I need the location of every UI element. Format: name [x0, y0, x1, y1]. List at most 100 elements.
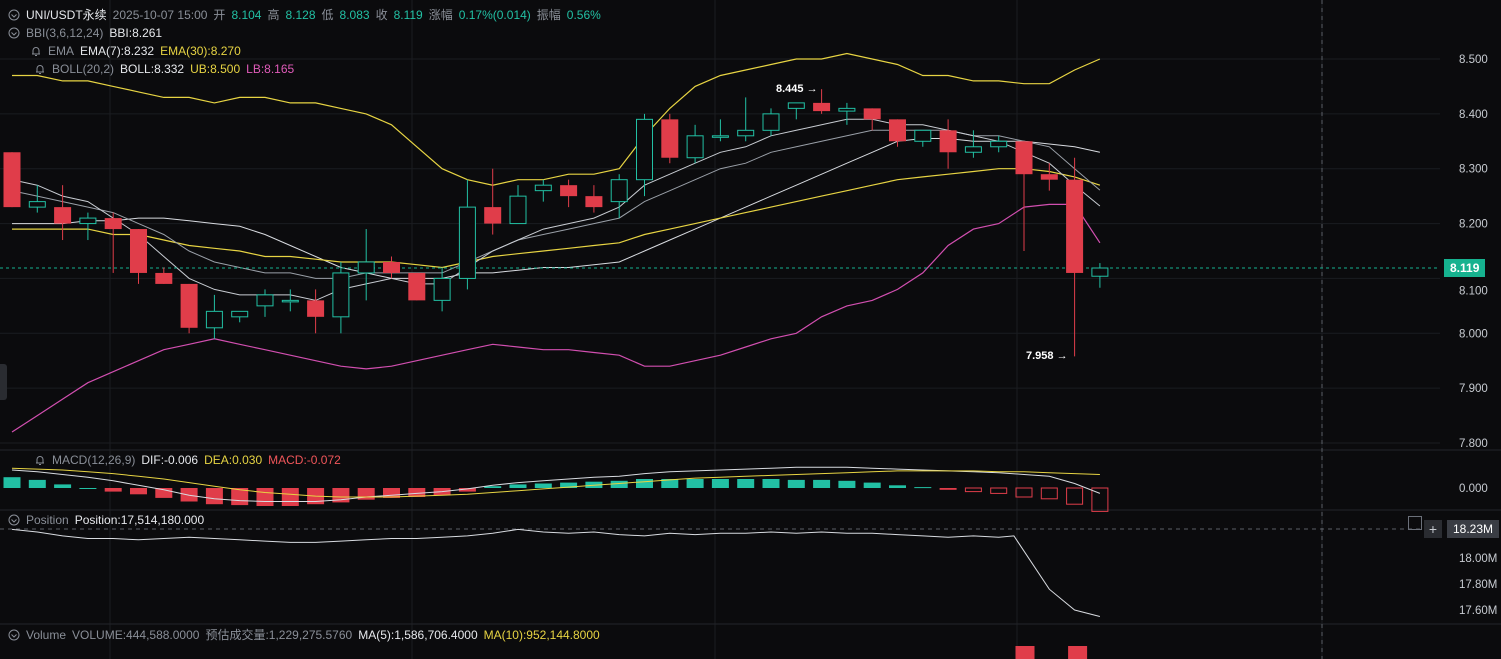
- candle-body: [914, 129, 932, 142]
- macd-hist-bar: [383, 488, 400, 498]
- close-value: 8.119: [393, 8, 423, 22]
- macd-dea-value: DEA:0.030: [204, 453, 263, 467]
- position-tick-label: 17.80M: [1459, 579, 1497, 591]
- candle-body: [711, 135, 729, 138]
- volume-estimate: 预估成交量:1,229,275.5760: [205, 628, 353, 642]
- price-tick-label: 8.500: [1459, 54, 1488, 66]
- macd-hist-bar: [3, 477, 21, 488]
- macd-hist-bar: [863, 482, 881, 488]
- candle-body: [433, 277, 451, 301]
- ema7-value: EMA(7):8.232: [80, 44, 155, 58]
- boll-lower-line: [11, 203, 1101, 433]
- macd-tick-label: 0.000: [1459, 483, 1488, 495]
- price-tick-label: 7.900: [1459, 383, 1488, 395]
- side-panel-handle[interactable]: [0, 364, 7, 400]
- candle-body: [357, 261, 375, 274]
- macd-hist-bar: [964, 487, 982, 493]
- candle-body: [661, 119, 679, 158]
- candle-body: [762, 113, 780, 131]
- candle-body: [231, 310, 249, 318]
- position-legend: Position Position:17,514,180.000: [8, 513, 204, 527]
- bell-icon[interactable]: [30, 45, 42, 57]
- macd-hist-bar: [28, 479, 46, 488]
- candle-body: [281, 299, 299, 303]
- price-tick-label: 8.300: [1459, 164, 1488, 176]
- macd-hist-bar: [534, 483, 552, 488]
- ema7-line: [11, 118, 1101, 301]
- candle-body: [990, 140, 1008, 148]
- candle-body: [610, 179, 628, 203]
- volume-ma5: MA(5):1,586,706.4000: [358, 628, 478, 642]
- candle-body: [3, 152, 21, 208]
- candle-body: [787, 102, 805, 109]
- boll-lb-value: LB:8.165: [246, 62, 295, 76]
- boll-legend: BOLL(20,2) BOLL:8.332 UB:8.500 LB:8.165: [34, 62, 294, 76]
- layout-icon[interactable]: [1408, 516, 1422, 530]
- open-value: 8.104: [231, 8, 262, 22]
- candle-body: [130, 229, 147, 273]
- candle-body: [205, 310, 223, 329]
- low-label: 低: [321, 8, 334, 22]
- macd-hist-bar: [737, 479, 755, 488]
- eye-icon[interactable]: [8, 27, 20, 39]
- macd-hist-bar: [610, 480, 628, 488]
- macd-hist-bar: [509, 484, 527, 488]
- candle-body: [54, 207, 72, 224]
- candle-body: [1040, 174, 1058, 180]
- candle-body: [838, 107, 856, 112]
- low-value: 8.083: [339, 8, 370, 22]
- candle-body: [863, 108, 881, 120]
- volume-value: VOLUME:444,588.0000: [72, 628, 200, 642]
- candle-body: [686, 135, 704, 159]
- macd-hist-bar: [54, 484, 72, 488]
- indicator-lines: [0, 52, 1440, 433]
- candle-body: [737, 129, 755, 137]
- price-tick-label: 8.100: [1459, 285, 1488, 297]
- bar-datetime: 2025-10-07 15:00: [112, 8, 208, 22]
- macd-hist-bar: [661, 479, 679, 488]
- candle-body: [307, 300, 325, 317]
- macd-hist-bar: [1091, 487, 1109, 512]
- volume-legend: Volume VOLUME:444,588.0000 预估成交量:1,229,2…: [8, 628, 600, 642]
- macd-pane: [3, 466, 1109, 512]
- candle-body: [939, 130, 957, 153]
- candle-body: [458, 206, 476, 279]
- macd-hist-bar: [256, 488, 274, 506]
- ema30-line: [12, 168, 1101, 269]
- macd-hist-bar: [560, 482, 578, 488]
- bell-icon[interactable]: [34, 454, 46, 466]
- macd-hist-bar: [104, 488, 122, 492]
- eye-icon[interactable]: [8, 9, 20, 21]
- macd-hist-bar: [484, 486, 502, 488]
- macd-hist-bar: [686, 479, 704, 488]
- volume-bar: [1068, 646, 1088, 659]
- macd-hist-bar: [1015, 487, 1033, 498]
- position-last-tag: 18.23M: [1447, 520, 1500, 538]
- macd-label: MACD(12,26,9): [52, 453, 136, 467]
- boll-label: BOLL(20,2): [52, 62, 115, 76]
- macd-hist-bar: [458, 488, 476, 492]
- boll-mid-value: BOLL:8.332: [120, 62, 185, 76]
- header-legend: UNI/USDT永续 2025-10-07 15:00 开 8.104 高 8.12…: [8, 8, 601, 22]
- macd-hist-bar: [889, 485, 906, 488]
- ema30-value: EMA(30):8.270: [160, 44, 241, 58]
- macd-dif-value: DIF:-0.006: [141, 453, 199, 467]
- change-label: 涨幅: [428, 8, 453, 22]
- eye-icon[interactable]: [8, 514, 20, 526]
- macd-hist-bar: [1066, 487, 1084, 505]
- add-indicator-button[interactable]: +: [1424, 520, 1442, 538]
- position-tick-label: 17.60M: [1459, 605, 1497, 617]
- position-line: [11, 528, 1101, 617]
- macd-hist-bar: [636, 479, 653, 488]
- macd-hist-bar: [281, 488, 299, 506]
- volume-label: Volume: [26, 628, 67, 642]
- high-label: 高: [267, 8, 280, 22]
- ema-legend: EMA EMA(7):8.232 EMA(30):8.270: [30, 44, 241, 58]
- candle-body: [104, 218, 122, 230]
- candle-body: [889, 119, 906, 142]
- eye-icon[interactable]: [8, 629, 20, 641]
- macd-hist-bar: [357, 488, 375, 500]
- price-tick-label: 8.200: [1459, 219, 1488, 231]
- bell-icon[interactable]: [34, 63, 46, 75]
